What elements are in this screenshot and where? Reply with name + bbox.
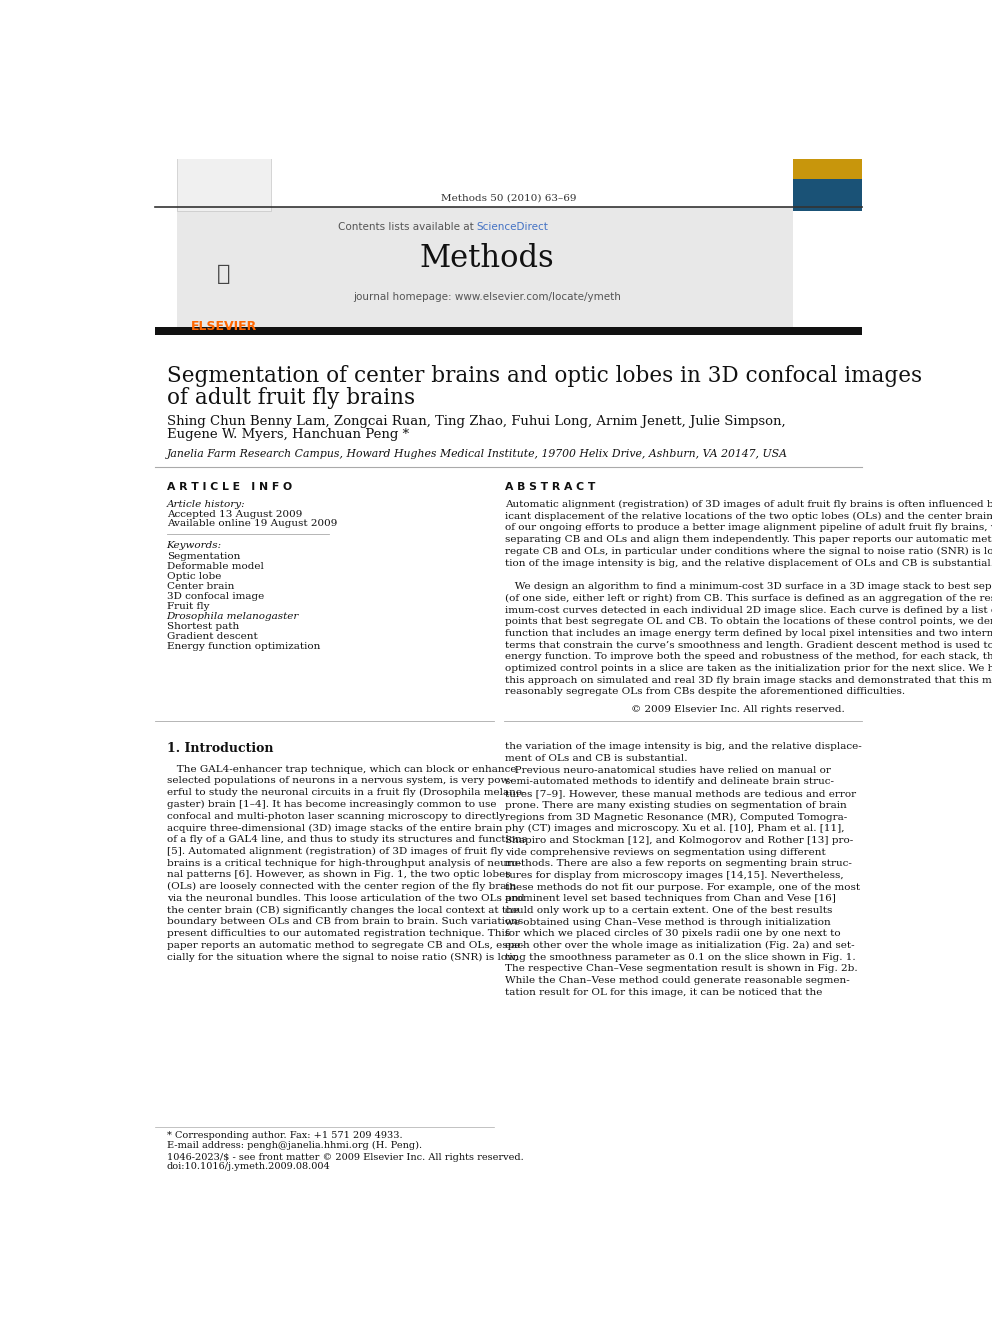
Text: Shing Chun Benny Lam, Zongcai Ruan, Ting Zhao, Fuhui Long, Arnim Jenett, Julie S: Shing Chun Benny Lam, Zongcai Ruan, Ting… (167, 415, 786, 429)
Text: Segmentation: Segmentation (167, 552, 240, 561)
Text: We design an algorithm to find a minimum-cost 3D surface in a 3D image stack to : We design an algorithm to find a minimum… (505, 582, 992, 696)
Bar (155, 327, 862, 335)
Text: A R T I C L E   I N F O: A R T I C L E I N F O (167, 482, 292, 492)
Text: ELSEVIER: ELSEVIER (190, 320, 257, 333)
Text: Available online 19 August 2009: Available online 19 August 2009 (167, 519, 337, 528)
Text: Contents lists available at: Contents lists available at (337, 222, 476, 232)
Bar (793, 85, 862, 212)
Text: Keywords:: Keywords: (167, 541, 222, 550)
Text: Optic lobe: Optic lobe (167, 573, 221, 581)
Bar (177, 89, 271, 212)
Bar (177, 208, 793, 329)
Text: ScienceDirect: ScienceDirect (476, 222, 549, 232)
Text: Deformable model: Deformable model (167, 562, 264, 572)
Text: 1. Introduction: 1. Introduction (167, 742, 273, 755)
Text: Eugene W. Myers, Hanchuan Peng *: Eugene W. Myers, Hanchuan Peng * (167, 429, 409, 442)
Text: Fruit fly: Fruit fly (167, 602, 209, 611)
Text: journal homepage: www.elsevier.com/locate/ymeth: journal homepage: www.elsevier.com/locat… (353, 292, 621, 302)
Text: * Corresponding author. Fax: +1 571 209 4933.: * Corresponding author. Fax: +1 571 209 … (167, 1131, 402, 1140)
Text: Drosophila melanogaster: Drosophila melanogaster (167, 613, 299, 622)
Text: Shortest path: Shortest path (167, 622, 239, 631)
Text: 1046-2023/$ - see front matter © 2009 Elsevier Inc. All rights reserved.: 1046-2023/$ - see front matter © 2009 El… (167, 1152, 524, 1162)
Text: Automatic alignment (registration) of 3D images of adult fruit fly brains is oft: Automatic alignment (registration) of 3D… (505, 500, 992, 568)
Text: E-mail address: pengh@janelia.hhmi.org (H. Peng).: E-mail address: pengh@janelia.hhmi.org (… (167, 1140, 422, 1150)
Text: doi:10.1016/j.ymeth.2009.08.004: doi:10.1016/j.ymeth.2009.08.004 (167, 1162, 330, 1171)
Text: Methods 50 (2010) 63–69: Methods 50 (2010) 63–69 (440, 193, 576, 202)
Text: A B S T R A C T: A B S T R A C T (505, 482, 595, 492)
Text: Accepted 13 August 2009: Accepted 13 August 2009 (167, 509, 302, 519)
Text: The GAL4-enhancer trap technique, which can block or enhance
selected population: The GAL4-enhancer trap technique, which … (167, 765, 527, 962)
Text: Article history:: Article history: (167, 500, 245, 509)
Text: of adult fruit fly brains: of adult fruit fly brains (167, 386, 415, 409)
Text: Segmentation of center brains and optic lobes in 3D confocal images: Segmentation of center brains and optic … (167, 365, 922, 388)
Text: Methods: Methods (420, 243, 555, 274)
Text: METHODS: METHODS (807, 224, 846, 230)
Text: Energy function optimization: Energy function optimization (167, 643, 320, 651)
Text: Gradient descent: Gradient descent (167, 632, 257, 642)
Text: Center brain: Center brain (167, 582, 234, 591)
Text: 🌲: 🌲 (217, 265, 231, 284)
Text: © 2009 Elsevier Inc. All rights reserved.: © 2009 Elsevier Inc. All rights reserved… (631, 705, 845, 714)
Text: 3D confocal image: 3D confocal image (167, 593, 264, 601)
Text: Janelia Farm Research Campus, Howard Hughes Medical Institute, 19700 Helix Drive: Janelia Farm Research Campus, Howard Hug… (167, 448, 788, 459)
Text: the variation of the image intensity is big, and the relative displace-
ment of : the variation of the image intensity is … (505, 742, 862, 996)
Bar (793, 179, 862, 212)
